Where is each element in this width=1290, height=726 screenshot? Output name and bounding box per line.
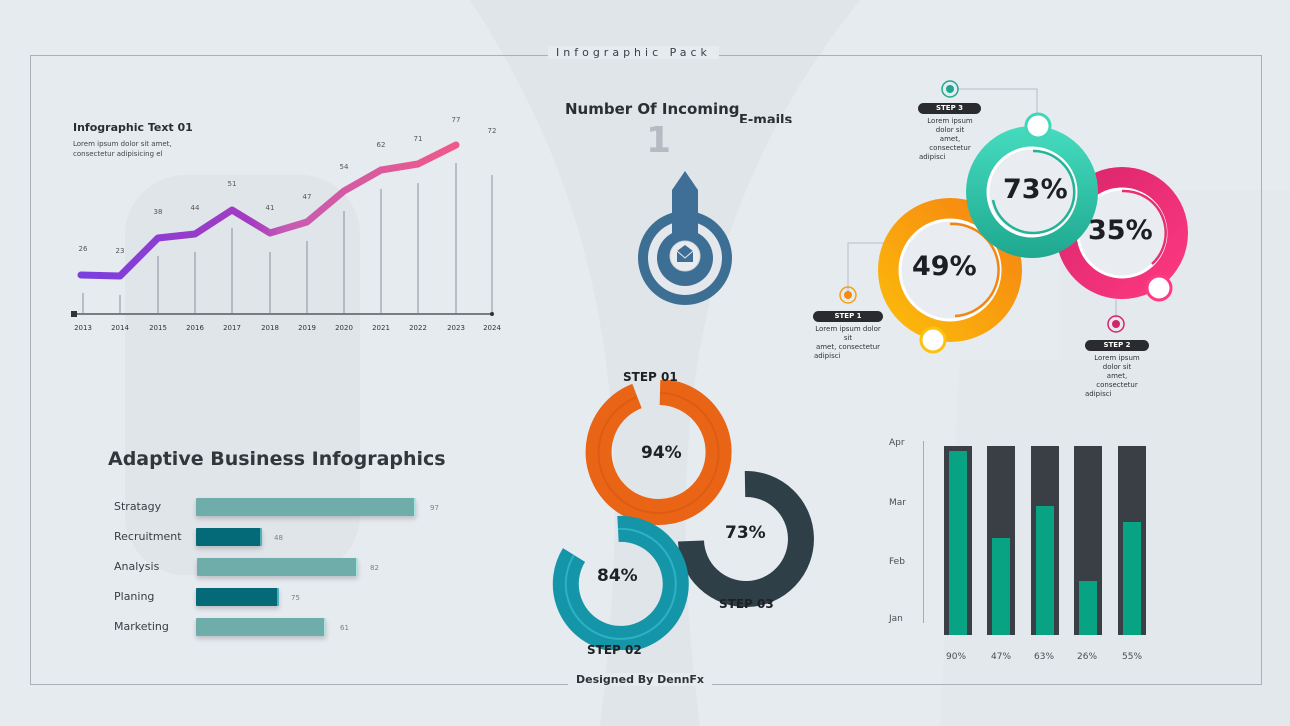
- column-4-fill: [1079, 581, 1097, 635]
- ring-chart: [839, 80, 1188, 354]
- bar-value-marketing: 61: [340, 624, 349, 632]
- svg-text:2019: 2019: [298, 324, 316, 332]
- svg-text:2024: 2024: [483, 324, 501, 332]
- line-chart-title: Infographic Text 01: [73, 121, 193, 134]
- svg-text:71: 71: [414, 135, 423, 143]
- svg-text:2023: 2023: [447, 324, 465, 332]
- bar-strategy: [196, 498, 416, 516]
- donut-chart: [552, 380, 814, 650]
- bar-planing: [196, 588, 279, 606]
- bar-chart-title: Adaptive Business Infographics: [108, 448, 446, 470]
- y-label-jan: Jan: [889, 614, 903, 624]
- frame-footer: Designed By DennFx: [568, 673, 713, 686]
- column-3-value: 63%: [1034, 652, 1055, 662]
- column-5-fill: [1123, 522, 1141, 635]
- description-line-2: consectetur adipisicing el: [73, 150, 163, 158]
- column-2-fill: [992, 538, 1010, 635]
- bar-marketing: [196, 618, 326, 636]
- svg-text:2022: 2022: [409, 324, 427, 332]
- frame-title: Infographic Pack: [548, 46, 719, 59]
- ring-value-step-3: 73%: [1003, 174, 1068, 205]
- svg-text:44: 44: [191, 204, 200, 212]
- step-3-text-1: Lorem ipsum dolor sit: [927, 117, 973, 134]
- step-3-pill: STEP 3: [918, 103, 981, 114]
- step-1-pill: STEP 1: [813, 311, 883, 322]
- svg-text:2013: 2013: [74, 324, 92, 332]
- email-count: 1: [646, 120, 672, 161]
- svg-text:47: 47: [303, 193, 312, 201]
- column-5-value: 55%: [1122, 652, 1143, 662]
- svg-text:2016: 2016: [186, 324, 204, 332]
- envelope-icon: [676, 245, 694, 262]
- donut-label-step-01: STEP 01: [623, 370, 678, 384]
- svg-text:2021: 2021: [372, 324, 390, 332]
- svg-text:23: 23: [116, 247, 125, 255]
- step-1-description: Lorem ipsum dolor sit amet, consectetur …: [814, 325, 882, 361]
- email-title: Number Of Incoming: [565, 100, 740, 118]
- bar-label-marketing: Marketing: [114, 620, 169, 633]
- step-2-pill: STEP 2: [1085, 340, 1149, 351]
- column-1-fill: [949, 451, 967, 635]
- svg-text:2017: 2017: [223, 324, 241, 332]
- line-chart-description: Lorem ipsum dolor sit amet, consectetur …: [73, 139, 172, 159]
- svg-text:38: 38: [154, 208, 163, 216]
- donut-value-step-02: 84%: [597, 566, 638, 586]
- svg-text:2018: 2018: [261, 324, 279, 332]
- column-1: [944, 446, 972, 635]
- bar-label-analysis: Analysis: [114, 560, 160, 573]
- svg-text:41: 41: [266, 204, 275, 212]
- description-line-1: Lorem ipsum dolor sit amet,: [73, 140, 172, 148]
- step-2-text-3: adipisci: [1085, 390, 1112, 398]
- step-3-text-2: amet, consectetur: [929, 135, 971, 152]
- bar-label-planing: Planing: [114, 590, 155, 603]
- email-title-suffix: E-mails: [739, 113, 793, 123]
- step-1-text-3: adipisci: [814, 352, 841, 360]
- bar-value-strategy: 97: [430, 504, 439, 512]
- svg-text:51: 51: [228, 180, 237, 188]
- bar-recruitment: [196, 528, 262, 546]
- step-1-text-1: Lorem ipsum dolor sit: [815, 325, 881, 342]
- column-2-value: 47%: [991, 652, 1012, 662]
- column-3-fill: [1036, 506, 1054, 635]
- step-2-description: Lorem ipsum dolor sit amet, consectetur …: [1085, 354, 1149, 399]
- svg-text:54: 54: [340, 163, 349, 171]
- bar-value-analysis: 82: [370, 564, 379, 572]
- svg-text:2020: 2020: [335, 324, 353, 332]
- svg-text:62: 62: [377, 141, 386, 149]
- bar-value-recruitment: 48: [274, 534, 283, 542]
- svg-text:2014: 2014: [111, 324, 129, 332]
- donut-label-step-02: STEP 02: [587, 643, 642, 657]
- donut-label-step-03: STEP 03: [719, 597, 774, 611]
- column-4: [1074, 446, 1102, 635]
- y-label-mar: Mar: [889, 498, 906, 508]
- column-2: [987, 446, 1015, 635]
- ring-value-step-2: 35%: [1088, 215, 1153, 246]
- step-3-text-3: adipisci: [919, 153, 946, 161]
- step-2-text-1: Lorem ipsum dolor sit: [1094, 354, 1140, 371]
- y-label-apr: Apr: [889, 438, 905, 448]
- step-1-text-2: amet, consectetur: [815, 343, 881, 351]
- bar-value-planing: 75: [291, 594, 300, 602]
- email-badge: [638, 171, 732, 305]
- step-3-description: Lorem ipsum dolor sit amet, consectetur …: [919, 117, 981, 162]
- column-3: [1031, 446, 1059, 635]
- donut-value-step-01: 94%: [641, 443, 682, 463]
- line-chart: 26 23 38 44 51 41 47 54 62 71 77 72 2013 2014 2015…: [71, 116, 501, 332]
- svg-text:72: 72: [488, 127, 497, 135]
- y-label-feb: Feb: [889, 557, 905, 567]
- column-y-axis: [923, 441, 924, 623]
- svg-text:77: 77: [452, 116, 461, 124]
- bar-analysis: [197, 558, 358, 576]
- donut-value-step-03: 73%: [725, 523, 766, 543]
- bar-label-recruitment: Recruitment: [114, 530, 182, 543]
- step-2-text-2: amet, consectetur: [1096, 372, 1138, 389]
- bar-label-strategy: Stratagy: [114, 500, 162, 513]
- column-1-value: 90%: [946, 652, 967, 662]
- svg-text:26: 26: [79, 245, 88, 253]
- ring-value-step-1: 49%: [912, 251, 977, 282]
- svg-text:2015: 2015: [149, 324, 167, 332]
- column-4-value: 26%: [1077, 652, 1098, 662]
- column-5: [1118, 446, 1146, 635]
